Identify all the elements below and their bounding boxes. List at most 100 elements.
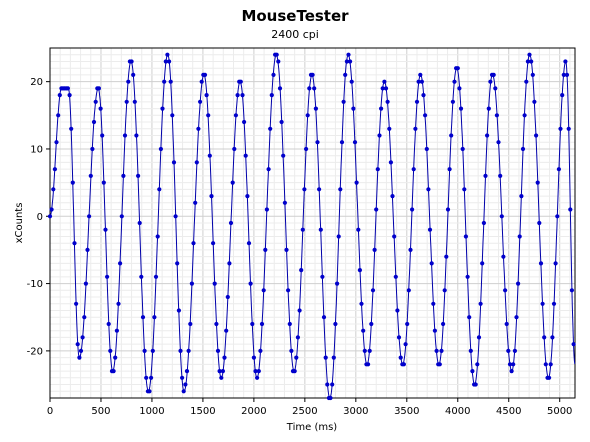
data-point	[126, 79, 131, 84]
data-point	[392, 234, 397, 239]
data-point	[336, 234, 341, 239]
data-point	[245, 194, 250, 199]
data-point	[304, 146, 309, 152]
data-point	[191, 241, 196, 246]
data-point	[517, 234, 522, 239]
data-point	[188, 321, 193, 327]
data-point	[180, 375, 185, 380]
data-point	[279, 119, 284, 125]
data-point	[118, 261, 123, 266]
data-point	[70, 180, 75, 185]
data-point	[571, 342, 576, 347]
data-point	[560, 93, 565, 98]
data-point	[175, 261, 180, 266]
data-point	[228, 220, 234, 226]
data-point	[300, 227, 305, 232]
data-point	[406, 288, 411, 293]
data-point	[310, 72, 315, 77]
x-tick-label: 4000	[445, 406, 470, 417]
data-point	[155, 234, 160, 239]
series-line	[49, 53, 576, 399]
data-point	[129, 59, 134, 64]
data-series	[47, 52, 576, 401]
data-point	[339, 140, 345, 145]
data-point	[284, 247, 289, 252]
x-tick-label: 3000	[343, 406, 368, 417]
data-point	[457, 86, 462, 91]
data-point	[54, 140, 59, 145]
data-point	[405, 321, 410, 327]
grid	[49, 47, 575, 399]
y-tick-label: 20	[30, 77, 43, 88]
data-point	[485, 133, 490, 138]
data-point	[330, 382, 335, 387]
data-point	[534, 133, 539, 138]
data-point	[289, 348, 294, 353]
data-point	[106, 321, 111, 327]
data-point	[511, 362, 516, 367]
y-axis-label: xCounts	[14, 203, 25, 244]
data-point	[383, 86, 389, 91]
data-point	[183, 382, 188, 387]
data-point	[444, 254, 449, 259]
data-point	[564, 72, 570, 77]
data-point	[199, 79, 204, 84]
data-point	[75, 342, 80, 347]
data-point	[98, 106, 103, 111]
data-point	[142, 348, 147, 353]
data-point	[475, 362, 480, 367]
data-point	[268, 126, 273, 131]
data-point	[499, 214, 504, 219]
data-point	[357, 268, 362, 273]
data-point	[80, 335, 85, 340]
data-point	[170, 113, 175, 118]
data-point	[251, 355, 256, 360]
data-point	[520, 146, 526, 152]
data-point	[286, 288, 291, 293]
data-point	[256, 369, 261, 374]
data-point	[83, 281, 88, 286]
data-point	[87, 214, 92, 219]
y-tick-label: -20	[27, 346, 43, 357]
data-point	[136, 173, 141, 178]
data-point	[375, 167, 380, 172]
data-point	[222, 355, 227, 360]
x-tick-label: 1500	[190, 406, 215, 417]
data-point	[501, 254, 506, 259]
data-point	[343, 72, 348, 77]
data-point	[362, 348, 367, 353]
data-point	[535, 180, 540, 185]
data-point	[105, 274, 110, 279]
data-point	[369, 321, 374, 327]
data-point	[467, 315, 472, 320]
data-point	[281, 153, 286, 158]
data-point	[147, 389, 152, 394]
x-tick-label: 5000	[547, 406, 572, 417]
data-point	[349, 79, 354, 84]
data-point	[227, 261, 232, 266]
data-point	[478, 301, 483, 306]
data-point	[108, 348, 113, 353]
data-point	[380, 86, 385, 91]
data-point	[207, 153, 212, 158]
data-point	[424, 146, 429, 152]
data-point	[233, 113, 238, 118]
data-point	[366, 362, 371, 367]
data-point	[318, 227, 323, 232]
data-point	[390, 194, 395, 199]
data-point	[198, 99, 203, 104]
data-point	[561, 72, 566, 77]
data-point	[507, 362, 513, 367]
data-point	[206, 113, 211, 118]
data-point	[189, 281, 194, 286]
data-point	[498, 173, 503, 178]
chart-title: MouseTester	[241, 7, 349, 25]
data-point	[423, 113, 428, 118]
data-point	[463, 234, 468, 239]
data-point	[49, 207, 54, 212]
data-point	[243, 153, 248, 158]
chart-subtitle: 2400 cpi	[271, 28, 319, 41]
data-point	[69, 126, 74, 131]
data-point	[72, 241, 77, 246]
data-point	[253, 369, 258, 374]
